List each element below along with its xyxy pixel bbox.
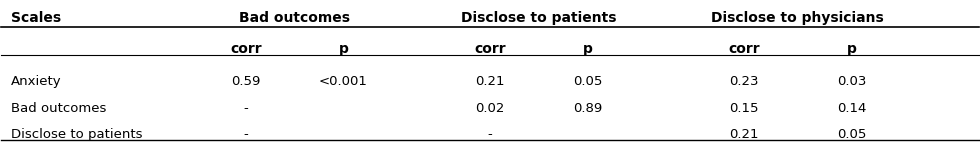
Text: 0.03: 0.03 <box>837 75 866 88</box>
Text: 0.21: 0.21 <box>475 75 505 88</box>
Text: 0.05: 0.05 <box>837 128 866 141</box>
Text: p: p <box>847 42 857 56</box>
Text: Disclose to patients: Disclose to patients <box>462 11 616 25</box>
Text: Bad outcomes: Bad outcomes <box>239 11 350 25</box>
Text: Anxiety: Anxiety <box>11 75 62 88</box>
Text: 0.89: 0.89 <box>573 102 603 115</box>
Text: <0.001: <0.001 <box>318 75 368 88</box>
Text: 0.05: 0.05 <box>573 75 603 88</box>
Text: 0.59: 0.59 <box>231 75 261 88</box>
Text: 0.15: 0.15 <box>729 102 759 115</box>
Text: 0.14: 0.14 <box>837 102 866 115</box>
Text: 0.21: 0.21 <box>729 128 759 141</box>
Text: -: - <box>488 128 492 141</box>
Text: Disclose to physicians: Disclose to physicians <box>711 11 884 25</box>
Text: p: p <box>338 42 348 56</box>
Text: corr: corr <box>474 42 506 56</box>
Text: corr: corr <box>230 42 262 56</box>
Text: corr: corr <box>728 42 760 56</box>
Text: p: p <box>583 42 593 56</box>
Text: 0.23: 0.23 <box>729 75 759 88</box>
Text: -: - <box>243 128 248 141</box>
Text: Disclose to patients: Disclose to patients <box>11 128 143 141</box>
Text: Bad outcomes: Bad outcomes <box>11 102 107 115</box>
Text: Scales: Scales <box>11 11 62 25</box>
Text: 0.02: 0.02 <box>475 102 505 115</box>
Text: -: - <box>243 102 248 115</box>
